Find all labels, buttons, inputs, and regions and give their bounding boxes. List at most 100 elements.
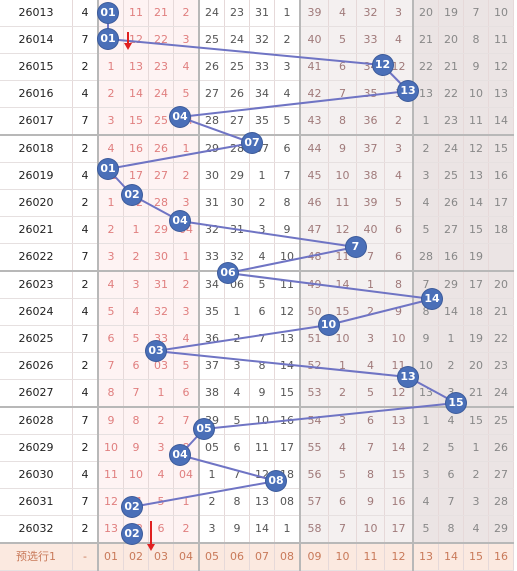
omission-cell: 42 [299, 80, 329, 108]
omission-cell: 13 [274, 325, 301, 353]
omission-cell: 5 [123, 325, 149, 353]
preselect-number-05[interactable]: 05 [198, 542, 225, 571]
omission-cell: 21 [463, 379, 489, 408]
preselect-number-07[interactable]: 07 [249, 542, 275, 571]
draw-count: 4 [72, 162, 99, 190]
omission-cell: 33 [356, 26, 385, 54]
omission-cell: 30 [148, 243, 174, 272]
omission-cell: 2 [97, 216, 124, 244]
omission-cell: 2 [356, 298, 385, 326]
omission-cell: 48 [299, 243, 329, 272]
preselect-ball[interactable]: 02 [122, 524, 142, 544]
omission-cell: 39 [299, 0, 329, 27]
omission-cell: 31 [224, 216, 250, 244]
omission-cell: 27 [224, 107, 250, 136]
preselect-number-03[interactable]: 03 [148, 542, 174, 571]
omission-cell: 4 [463, 515, 489, 544]
omission-cell: 11 [328, 189, 357, 217]
preselect-number-06[interactable]: 06 [224, 542, 250, 571]
omission-cell: 32 [198, 216, 225, 244]
omission-cell: 1 [148, 379, 174, 408]
omission-cell: 4 [173, 325, 200, 353]
omission-cell: 3 [148, 434, 174, 462]
omission-cell: 6 [173, 379, 200, 408]
omission-cell: 39 [356, 189, 385, 217]
preselect-number-11[interactable]: 11 [356, 542, 385, 571]
preselect-number-14[interactable]: 14 [438, 542, 464, 571]
omission-cell: 55 [299, 434, 329, 462]
omission-cell: 11 [123, 0, 149, 27]
omission-cell: 1 [97, 189, 124, 217]
preselect-row[interactable]: 预选行1-01 02 03 04 05 06 07 08 09 10 11 12 13 14 15 16 [0, 542, 514, 571]
omission-cell: 18 [463, 298, 489, 326]
omission-cell: 20 [463, 352, 489, 380]
omission-cell: 4 [328, 0, 357, 27]
omission-cell: 45 [299, 162, 329, 190]
preselect-number-16[interactable]: 16 [488, 542, 514, 571]
omission-cell: 5 [173, 352, 200, 380]
omission-cell: 16 [488, 162, 514, 190]
omission-cell: 5 [173, 80, 200, 108]
omission-cell: 7 [97, 352, 124, 380]
omission-cell: 44 [299, 135, 329, 163]
omission-cell: 15 [488, 135, 514, 163]
omission-cell: 5 [148, 488, 174, 516]
omission-cell: 6 [274, 135, 301, 163]
omission-cell: 14 [274, 352, 301, 380]
omission-cell: 52 [299, 352, 329, 380]
omission-cell: 31 [148, 271, 174, 299]
omission-cell: 31 [198, 189, 225, 217]
issue-number: 26029 [0, 434, 73, 462]
omission-cell: 21 [438, 53, 464, 81]
hit-number-ball: 04 [170, 445, 190, 465]
preselect-number-01[interactable]: 01 [97, 542, 124, 571]
omission-cell: 8 [274, 189, 301, 217]
hit-number-ball: 07 [242, 133, 262, 153]
hit-number-ball: 01 [98, 3, 118, 23]
preselect-number-02[interactable]: 02 [123, 542, 149, 571]
preselect-number-15[interactable]: 15 [463, 542, 489, 571]
hit-number-ball: 15 [446, 393, 466, 413]
omission-cell: 9 [123, 434, 149, 462]
omission-cell: 1 [274, 0, 301, 27]
preselect-number-13[interactable]: 13 [412, 542, 439, 571]
issue-number: 26023 [0, 271, 73, 299]
omission-cell: 1 [356, 271, 385, 299]
omission-cell: 38 [198, 379, 225, 408]
omission-cell: 21 [488, 298, 514, 326]
preselect-number-10[interactable]: 10 [328, 542, 357, 571]
omission-cell: 14 [384, 434, 414, 462]
omission-cell: 47 [299, 216, 329, 244]
omission-cell: 35 [249, 107, 275, 136]
omission-cell: 14 [438, 298, 464, 326]
omission-cell [488, 243, 514, 272]
table-row: 26032213026239141587101758429 [0, 515, 514, 544]
omission-cell: 29 [438, 271, 464, 299]
preselect-number-12[interactable]: 12 [384, 542, 414, 571]
omission-cell: 5 [224, 407, 250, 435]
omission-cell: 10 [249, 407, 275, 435]
preselect-number-09[interactable]: 09 [299, 542, 329, 571]
omission-cell: 26 [438, 189, 464, 217]
omission-cell: 38 [356, 162, 385, 190]
draw-count: 4 [72, 379, 99, 408]
omission-cell: 4 [123, 298, 149, 326]
omission-cell: 1 [173, 135, 200, 163]
preselect-number-04[interactable]: 04 [173, 542, 200, 571]
omission-cell: 1 [173, 488, 200, 516]
omission-cell: 25 [488, 407, 514, 435]
omission-cell: 46 [299, 189, 329, 217]
omission-cell: 2 [173, 271, 200, 299]
omission-cell: 7 [438, 488, 464, 516]
omission-cell: 5 [412, 216, 439, 244]
preselect-number-08[interactable]: 08 [274, 542, 301, 571]
omission-cell: 22 [412, 53, 439, 81]
preselect-count: - [72, 542, 99, 571]
omission-cell: 12 [488, 53, 514, 81]
issue-number: 26014 [0, 26, 73, 54]
omission-cell: 6 [224, 434, 250, 462]
omission-cell: 1 [97, 53, 124, 81]
hit-number-ball: 04 [170, 211, 190, 231]
omission-cell: 33 [198, 243, 225, 272]
omission-cell: 35 [198, 298, 225, 326]
